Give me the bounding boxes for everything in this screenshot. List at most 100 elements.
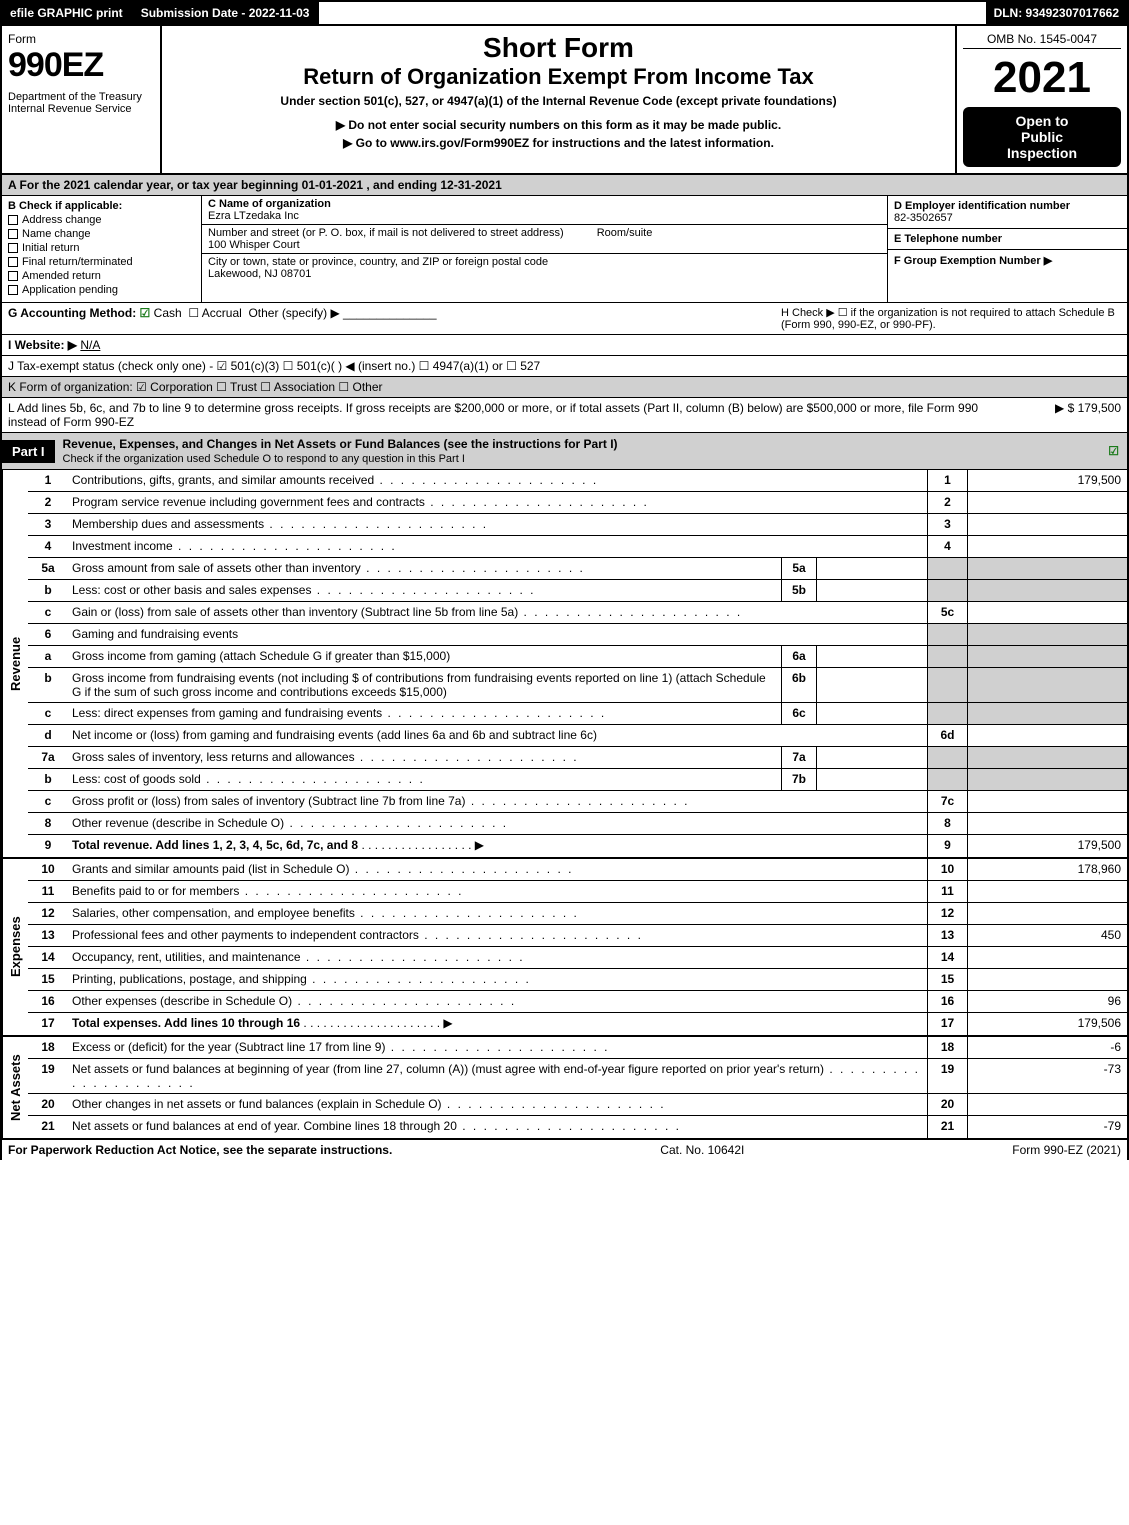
- box-e-label: E Telephone number: [894, 233, 1121, 245]
- line-g: G Accounting Method: ☑ Cash ☐ Accrual Ot…: [8, 306, 781, 331]
- ln16-amt: 96: [967, 991, 1127, 1012]
- ln14-amt: [967, 947, 1127, 968]
- line-j: J Tax-exempt status (check only one) - ☑…: [0, 356, 1129, 377]
- ln14-rn: 14: [927, 947, 967, 968]
- ln12-amt: [967, 903, 1127, 924]
- ln6a-desc: Gross income from gaming (attach Schedul…: [68, 646, 781, 667]
- ln5b-num: b: [28, 580, 68, 601]
- ln18-num: 18: [28, 1037, 68, 1058]
- ln18-desc: Excess or (deficit) for the year (Subtra…: [68, 1037, 927, 1058]
- acct-cash: Cash: [154, 306, 182, 320]
- ln6b-subamt: [817, 668, 927, 702]
- ln1-desc: Contributions, gifts, grants, and simila…: [68, 470, 927, 491]
- ln11-rn: 11: [927, 881, 967, 902]
- chk-amended-return[interactable]: Amended return: [8, 270, 195, 282]
- ln7a-sn: 7a: [781, 747, 817, 768]
- footer-left: For Paperwork Reduction Act Notice, see …: [8, 1143, 392, 1157]
- ln14-num: 14: [28, 947, 68, 968]
- line-g-label: G Accounting Method:: [8, 306, 136, 320]
- ln19-num: 19: [28, 1059, 68, 1093]
- city-state: Lakewood, NJ 08701: [208, 268, 311, 280]
- omb-number: OMB No. 1545-0047: [963, 32, 1121, 49]
- ln6b-num: b: [28, 668, 68, 702]
- short-form-title: Short Form: [172, 32, 945, 64]
- chk-initial-return[interactable]: Initial return: [8, 242, 195, 254]
- part1-checkbox[interactable]: ☑: [1100, 440, 1127, 462]
- open-public-badge: Open to Public Inspection: [963, 107, 1121, 167]
- ln5a-amt: [967, 558, 1127, 579]
- chk-name-change[interactable]: Name change: [8, 228, 195, 240]
- return-title: Return of Organization Exempt From Incom…: [172, 64, 945, 90]
- ln9-num: 9: [28, 835, 68, 857]
- ln7b-num: b: [28, 769, 68, 790]
- ln16-num: 16: [28, 991, 68, 1012]
- ln1-num: 1: [28, 470, 68, 491]
- checkbox-icon: [8, 285, 18, 295]
- chk-application-pending[interactable]: Application pending: [8, 284, 195, 296]
- ln2-desc: Program service revenue including govern…: [68, 492, 927, 513]
- revenue-lines: 1Contributions, gifts, grants, and simil…: [28, 470, 1127, 857]
- ln8-desc: Other revenue (describe in Schedule O): [68, 813, 927, 834]
- page-footer: For Paperwork Reduction Act Notice, see …: [0, 1140, 1129, 1160]
- ln19-desc: Net assets or fund balances at beginning…: [68, 1059, 927, 1093]
- ln6d-rn: 6d: [927, 725, 967, 746]
- ln7c-desc: Gross profit or (loss) from sales of inv…: [68, 791, 927, 812]
- under-section: Under section 501(c), 527, or 4947(a)(1)…: [172, 94, 945, 108]
- room-label: Room/suite: [597, 227, 653, 239]
- chk-final-return[interactable]: Final return/terminated: [8, 256, 195, 268]
- ln8-num: 8: [28, 813, 68, 834]
- acct-accrual: Accrual: [202, 306, 242, 320]
- ln17-rn: 17: [927, 1013, 967, 1035]
- ln4-rn: 4: [927, 536, 967, 557]
- ln19-amt: -73: [967, 1059, 1127, 1093]
- ln6b-sn: 6b: [781, 668, 817, 702]
- city-label: City or town, state or province, country…: [208, 256, 548, 268]
- ln7a-num: 7a: [28, 747, 68, 768]
- form-word: Form: [8, 32, 154, 46]
- part1-header: Part I Revenue, Expenses, and Changes in…: [0, 433, 1129, 470]
- ln13-amt: 450: [967, 925, 1127, 946]
- checkbox-icon: [8, 257, 18, 267]
- box-d-label: D Employer identification number: [894, 200, 1121, 212]
- submission-date: Submission Date - 2022-11-03: [133, 2, 320, 24]
- box-b: B Check if applicable: Address change Na…: [2, 196, 202, 302]
- ln6a-subamt: [817, 646, 927, 667]
- ln20-rn: 20: [927, 1094, 967, 1115]
- part1-title: Revenue, Expenses, and Changes in Net As…: [55, 433, 1101, 469]
- ln6a-rn: [927, 646, 967, 667]
- ln2-rn: 2: [927, 492, 967, 513]
- checkbox-icon: [8, 215, 18, 225]
- line-i-label: I Website: ▶: [8, 338, 77, 352]
- ln21-rn: 21: [927, 1116, 967, 1138]
- expenses-section: Expenses 10Grants and similar amounts pa…: [0, 859, 1129, 1037]
- org-name: Ezra LTzedaka Inc: [208, 210, 299, 222]
- ln4-num: 4: [28, 536, 68, 557]
- ln6-amt: [967, 624, 1127, 645]
- section-a-period: A For the 2021 calendar year, or tax yea…: [0, 175, 1129, 196]
- ln7a-rn: [927, 747, 967, 768]
- line-l-text: L Add lines 5b, 6c, and 7b to line 9 to …: [8, 401, 1001, 429]
- ln11-amt: [967, 881, 1127, 902]
- topbar-spacer: [319, 2, 985, 24]
- ln10-num: 10: [28, 859, 68, 880]
- box-b-title: B Check if applicable:: [8, 200, 195, 212]
- ln5a-desc: Gross amount from sale of assets other t…: [68, 558, 781, 579]
- checkbox-icon: [8, 243, 18, 253]
- chk-address-change[interactable]: Address change: [8, 214, 195, 226]
- ln13-rn: 13: [927, 925, 967, 946]
- ln10-amt: 178,960: [967, 859, 1127, 880]
- ln5b-subamt: [817, 580, 927, 601]
- ln8-amt: [967, 813, 1127, 834]
- efile-print[interactable]: efile GRAPHIC print: [2, 2, 133, 24]
- open-line1: Open to: [969, 113, 1115, 129]
- ln16-rn: 16: [927, 991, 967, 1012]
- ln5b-amt: [967, 580, 1127, 601]
- ln7c-rn: 7c: [927, 791, 967, 812]
- ln7b-amt: [967, 769, 1127, 790]
- ln7a-desc: Gross sales of inventory, less returns a…: [68, 747, 781, 768]
- ln5a-sn: 5a: [781, 558, 817, 579]
- goto-link[interactable]: ▶ Go to www.irs.gov/Form990EZ for instru…: [172, 136, 945, 150]
- ln21-num: 21: [28, 1116, 68, 1138]
- ln5b-rn: [927, 580, 967, 601]
- ln15-rn: 15: [927, 969, 967, 990]
